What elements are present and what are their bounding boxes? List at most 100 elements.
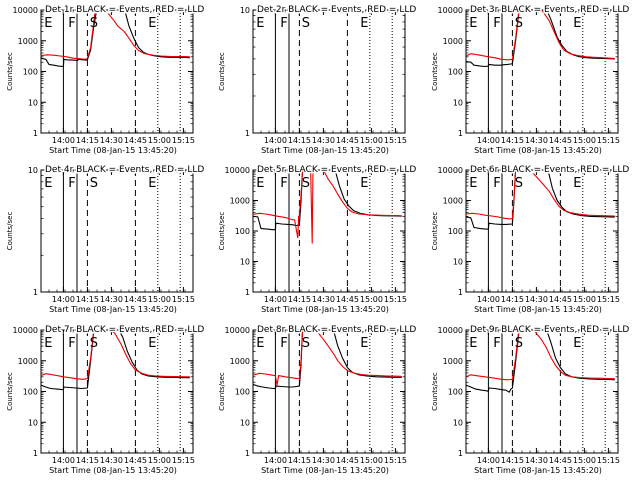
x-axis-label: Start Time (08-Jan-15 13:45:20) <box>474 146 602 155</box>
x-tick-label: 15:15 <box>384 295 407 304</box>
y-tick-label: 1 <box>33 288 38 297</box>
interval-marker-label: F <box>68 336 75 351</box>
y-tick-label: 100 <box>235 227 250 236</box>
plot-frame <box>252 9 406 134</box>
x-tick-label: 14:00 <box>52 136 75 145</box>
x-axis-label: Start Time (08-Jan-15 13:45:20) <box>261 466 389 475</box>
interval-marker-label: S <box>90 176 98 191</box>
plot-series-group <box>466 330 615 393</box>
interval-marker-label: E <box>573 176 581 191</box>
y-tick-label: 1 <box>458 449 463 458</box>
interval-marker-label: E <box>360 16 368 31</box>
x-tick-label: 15:00 <box>573 295 596 304</box>
events-series-line <box>41 330 190 391</box>
x-tick-label: 14:00 <box>477 456 500 465</box>
x-tick-label: 14:00 <box>477 295 500 304</box>
y-tick-label: 10 <box>28 166 38 175</box>
plot-series-group <box>253 170 402 244</box>
y-tick-label: 10 <box>240 418 250 427</box>
plot-title: Det 2r BLACK = Events, RED = LLD <box>257 5 416 15</box>
y-tick-label: 1000 <box>443 357 463 366</box>
x-tick-label: 14:45 <box>124 456 147 465</box>
x-tick-label: 15:15 <box>384 136 407 145</box>
lld-series-line <box>466 10 615 61</box>
x-tick-label: 14:15 <box>288 295 311 304</box>
x-tick-label: 14:00 <box>52 295 75 304</box>
y-tick-label: 100 <box>448 388 463 397</box>
x-tick-label: 14:30 <box>312 295 335 304</box>
x-tick-label: 15:15 <box>597 136 620 145</box>
x-tick-label: 14:45 <box>336 136 359 145</box>
y-axis-label: Counts/sec <box>6 372 14 411</box>
y-tick-label: 10 <box>240 258 250 267</box>
y-tick-label: 1 <box>33 449 38 458</box>
y-tick-label: 1000 <box>230 197 250 206</box>
y-tick-label: 1000 <box>18 37 38 46</box>
lld-series-line <box>253 170 402 244</box>
x-tick-label: 14:30 <box>100 456 123 465</box>
x-tick-label: 15:00 <box>573 136 596 145</box>
y-tick-label: 100 <box>23 68 38 77</box>
x-tick-label: 14:45 <box>549 295 572 304</box>
x-tick-label: 14:30 <box>100 136 123 145</box>
y-tick-label: 1 <box>245 129 250 138</box>
x-tick-label: 14:30 <box>525 136 548 145</box>
y-tick-label: 1 <box>245 449 250 458</box>
interval-marker-label: F <box>493 336 500 351</box>
y-axis-label: Counts/sec <box>431 52 439 91</box>
x-tick-label: 14:15 <box>76 456 99 465</box>
plot-series-group <box>41 330 190 391</box>
y-tick-label: 10000 <box>13 6 38 15</box>
y-tick-label: 10000 <box>225 326 250 335</box>
interval-marker-label: E <box>44 16 52 31</box>
x-tick-label: 15:00 <box>148 136 171 145</box>
plot-title: Det 5r BLACK = Events, RED = LLD <box>257 165 416 175</box>
interval-marker-label: F <box>68 176 75 191</box>
interval-marker-label: E <box>469 336 477 351</box>
plot-title: Det 6r BLACK = Events, RED = LLD <box>470 165 629 175</box>
interval-marker-label: E <box>256 176 264 191</box>
y-tick-label: 10000 <box>225 166 250 175</box>
x-axis-label: Start Time (08-Jan-15 13:45:20) <box>474 305 602 314</box>
plot-series-group <box>253 330 402 390</box>
x-tick-label: 14:00 <box>52 456 75 465</box>
plot-panel-1: 1 10 100 1000 10000 14:00 14:15 14:30 14:45 15:00… <box>6 4 206 156</box>
y-tick-label: 1 <box>458 129 463 138</box>
interval-marker-label: F <box>68 16 75 31</box>
y-tick-label: 1 <box>33 129 38 138</box>
lld-series-line <box>466 170 615 220</box>
y-tick-label: 10 <box>28 418 38 427</box>
plot-frame <box>40 169 194 293</box>
interval-marker-label: S <box>515 336 523 351</box>
y-tick-label: 10 <box>453 98 463 107</box>
x-tick-label: 15:15 <box>172 136 195 145</box>
plot-panel-6: 1 10 100 1000 10000 14:00 14:15 14:30 14:45 15:00… <box>431 164 631 315</box>
y-tick-label: 100 <box>235 388 250 397</box>
y-tick-label: 10000 <box>438 166 463 175</box>
plot-panel-5: 1 10 100 1000 10000 14:00 14:15 14:30 14:45 15:00… <box>218 164 418 315</box>
lld-series-line <box>466 330 615 381</box>
y-axis-label: Counts/sec <box>218 52 226 91</box>
interval-marker-label: E <box>256 16 264 31</box>
plot-title: Det 1r BLACK = Events, RED = LLD <box>45 5 204 15</box>
x-tick-label: 14:45 <box>336 295 359 304</box>
interval-marker-label: S <box>302 176 310 191</box>
lld-series-line <box>253 330 402 386</box>
interval-marker-label: E <box>256 336 264 351</box>
interval-marker-label: E <box>148 336 156 351</box>
x-tick-label: 15:15 <box>172 456 195 465</box>
x-tick-label: 14:45 <box>549 136 572 145</box>
plot-panel-4: 1 10 14:00 14:15 14:30 14:45 15:00 15:15 E F S EDet… <box>6 164 206 315</box>
x-tick-label: 14:15 <box>501 456 524 465</box>
x-tick-label: 15:00 <box>573 456 596 465</box>
x-axis-label: Start Time (08-Jan-15 13:45:20) <box>49 146 177 155</box>
interval-marker-label: S <box>302 16 310 31</box>
plot-panel-2: 1 10 14:00 14:15 14:30 14:45 15:00 15:15 E F S EDet… <box>218 4 418 156</box>
x-tick-label: 15:15 <box>384 456 407 465</box>
interval-marker-label: F <box>493 16 500 31</box>
y-tick-label: 100 <box>23 388 38 397</box>
interval-marker-label: F <box>493 176 500 191</box>
y-axis-label: Counts/sec <box>218 372 226 411</box>
plot-series-group <box>466 170 615 230</box>
